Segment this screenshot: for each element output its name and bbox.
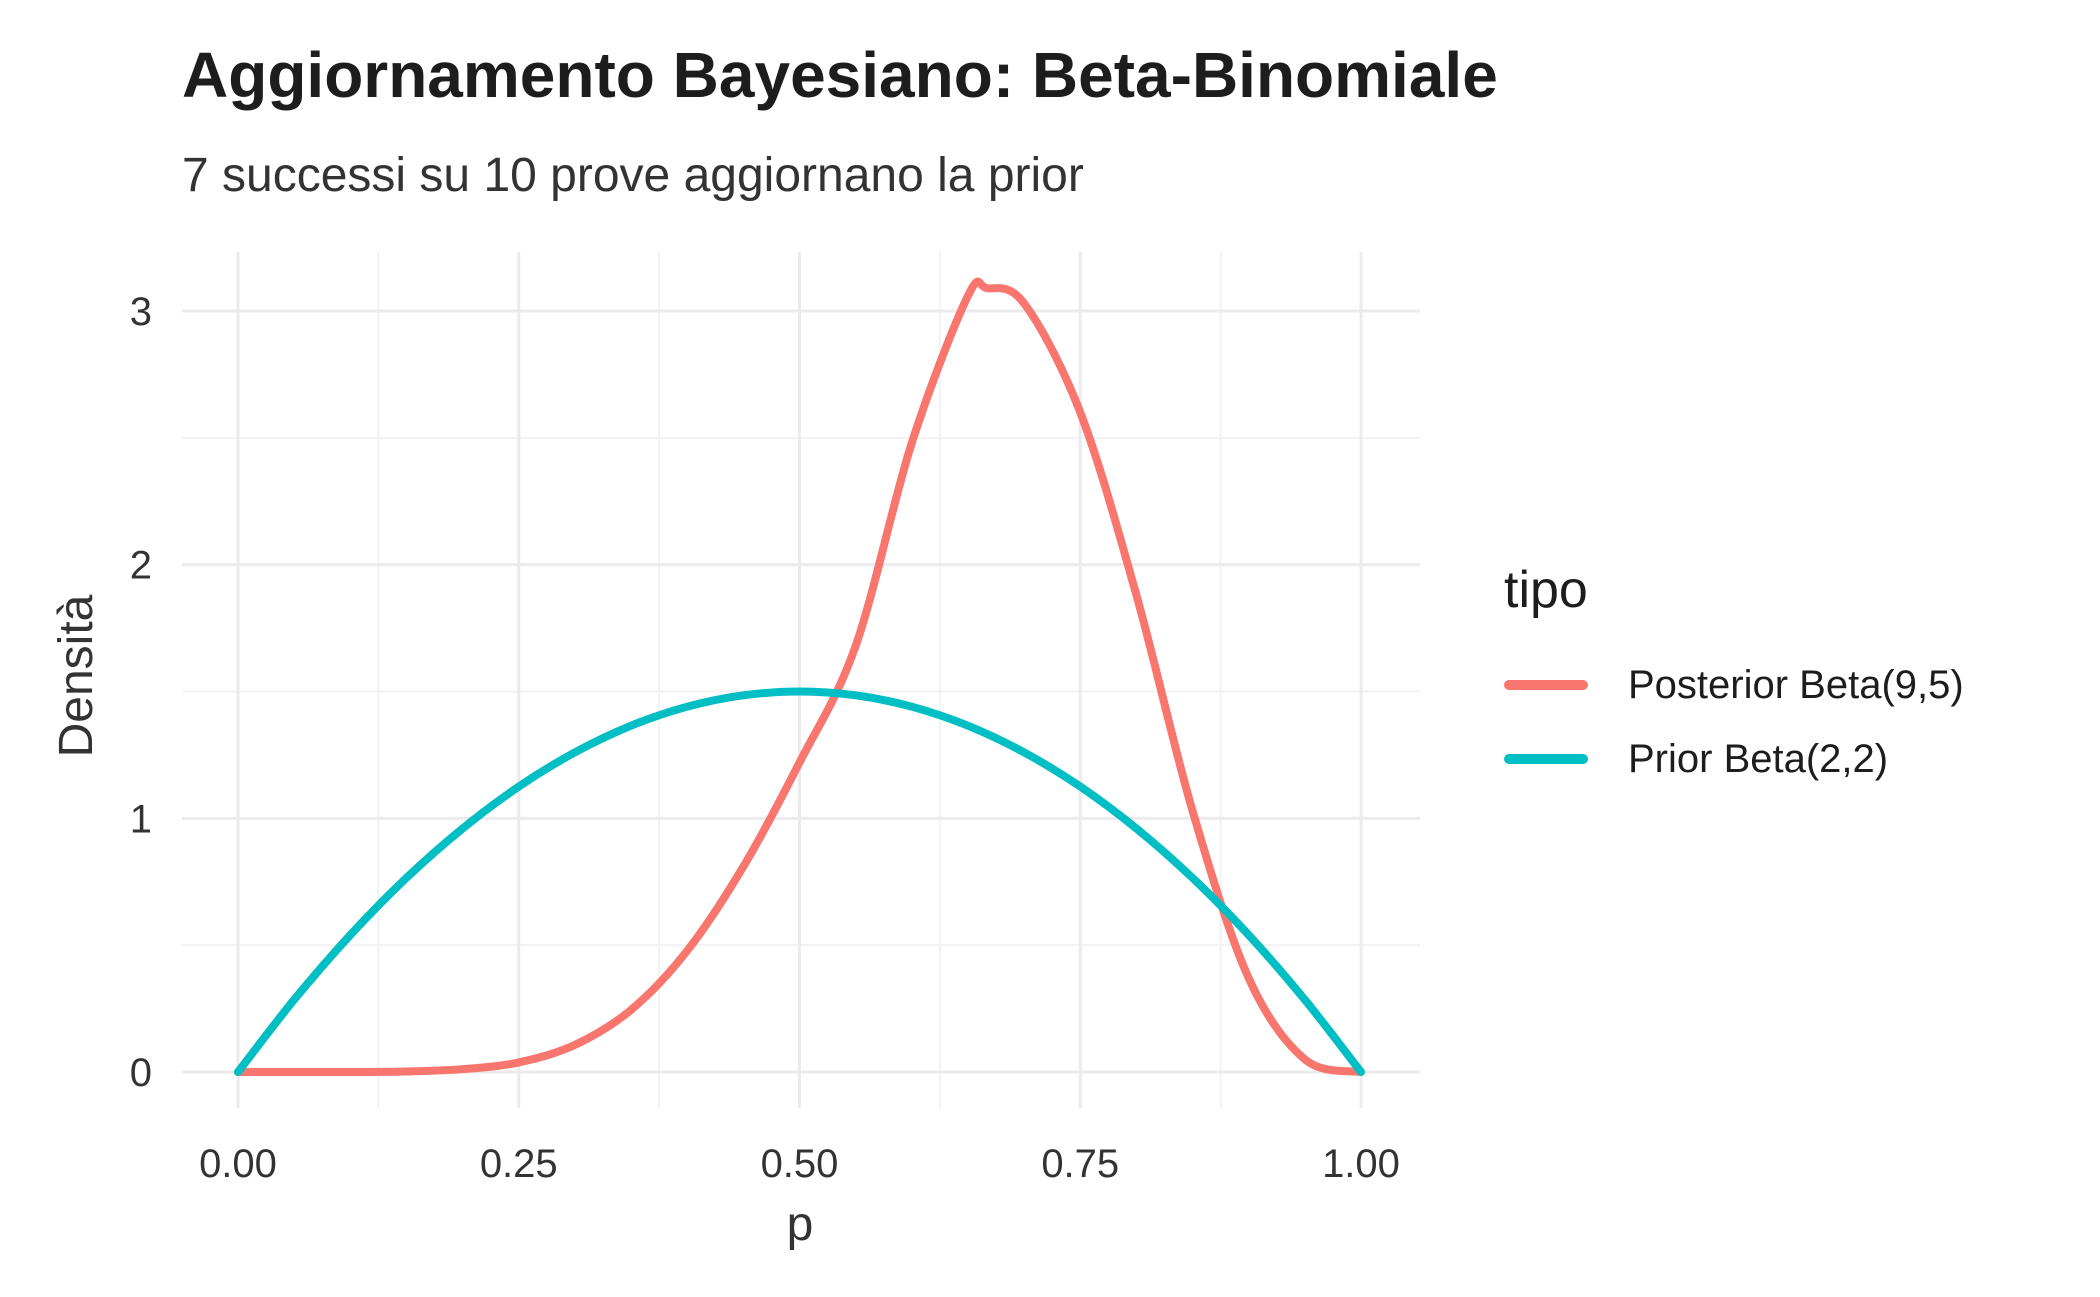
- legend-item-posterior: Posterior Beta(9,5): [1504, 648, 1964, 722]
- y-tick-label: 0: [130, 1051, 152, 1095]
- legend-items: Posterior Beta(9,5) Prior Beta(2,2): [1504, 648, 1964, 796]
- x-axis-ticks: 0.00 0.25 0.50 0.75 1.00: [199, 1142, 1400, 1186]
- legend-label-posterior: Posterior Beta(9,5): [1628, 662, 1964, 707]
- y-tick-label: 1: [130, 797, 152, 841]
- chart-title: Aggiornamento Bayesiano: Beta-Binomiale: [182, 39, 1498, 111]
- y-axis-ticks: 0 1 2 3: [130, 290, 152, 1095]
- series-line-prior: [234, 687, 1365, 1076]
- legend-key-posterior: [1504, 680, 1588, 690]
- major-gridlines: [182, 252, 1420, 1108]
- x-tick-label: 0.25: [480, 1142, 558, 1186]
- y-tick-label: 2: [130, 544, 152, 588]
- x-tick-label: 0.00: [199, 1142, 277, 1186]
- legend: tipo Posterior Beta(9,5) Prior Beta(2,2): [1504, 560, 1964, 796]
- x-tick-label: 0.75: [1041, 1142, 1119, 1186]
- series-line-posterior: [234, 277, 1365, 1077]
- series-layer: [234, 277, 1365, 1077]
- legend-title: tipo: [1504, 561, 1588, 619]
- y-tick-label: 3: [130, 290, 152, 334]
- x-tick-label: 0.50: [761, 1142, 839, 1186]
- x-axis-title: p: [787, 1198, 814, 1251]
- legend-label-prior: Prior Beta(2,2): [1628, 736, 1889, 781]
- x-tick-label: 1.00: [1322, 1142, 1400, 1186]
- y-axis-title: Densità: [50, 594, 103, 757]
- legend-item-prior: Prior Beta(2,2): [1504, 722, 1964, 796]
- legend-key-prior: [1504, 754, 1588, 764]
- chart-subtitle: 7 successi su 10 prove aggiornano la pri…: [182, 149, 1084, 202]
